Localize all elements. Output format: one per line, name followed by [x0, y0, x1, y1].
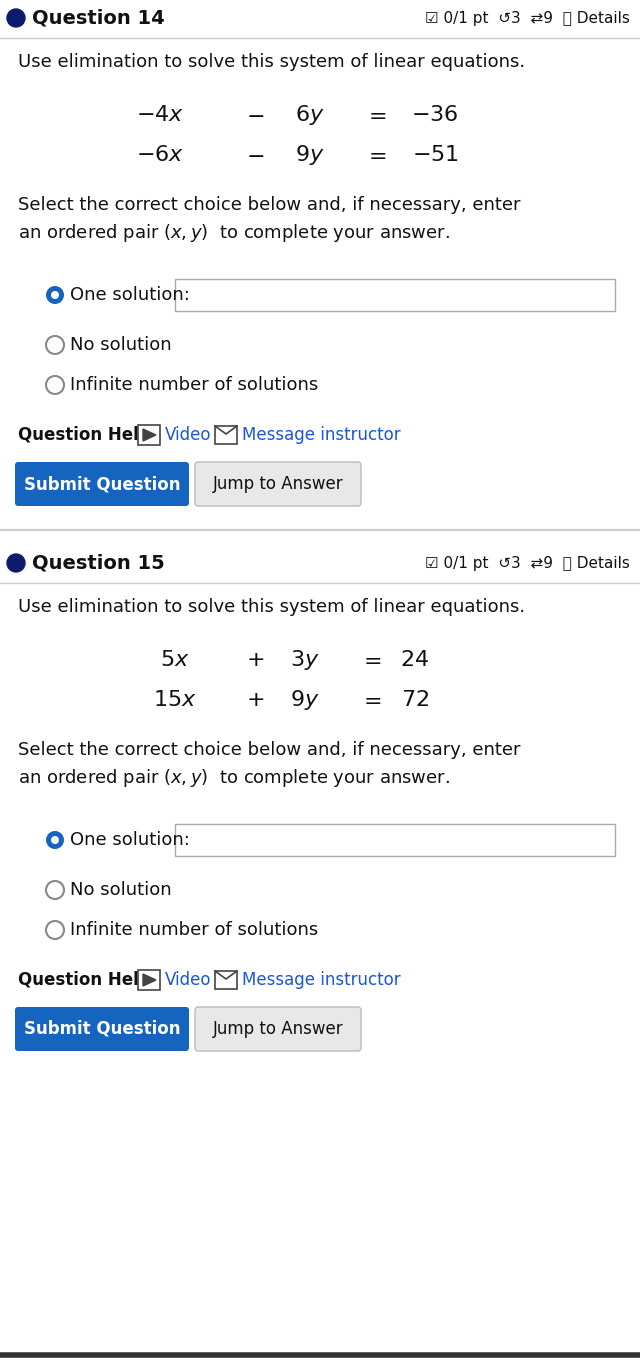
- Text: No solution: No solution: [70, 336, 172, 353]
- Text: $3y$: $3y$: [290, 648, 320, 673]
- Text: ☑ 0/1 pt  ↺3  ⇄9  ⓘ Details: ☑ 0/1 pt ↺3 ⇄9 ⓘ Details: [425, 555, 630, 570]
- Text: ☑ 0/1 pt  ↺3  ⇄9  ⓘ Details: ☑ 0/1 pt ↺3 ⇄9 ⓘ Details: [425, 11, 630, 26]
- FancyBboxPatch shape: [175, 823, 615, 856]
- Circle shape: [46, 881, 64, 899]
- Text: Message instructor: Message instructor: [242, 426, 401, 444]
- Text: $-36$: $-36$: [412, 105, 459, 125]
- Text: Jump to Answer: Jump to Answer: [212, 1021, 343, 1038]
- Polygon shape: [143, 974, 156, 986]
- Text: $=$: $=$: [358, 690, 381, 710]
- Text: $5x$: $5x$: [160, 649, 189, 670]
- Text: Question Help:: Question Help:: [18, 971, 157, 989]
- FancyBboxPatch shape: [15, 462, 189, 506]
- Text: $+$: $+$: [246, 690, 264, 710]
- Text: Use elimination to solve this system of linear equations.: Use elimination to solve this system of …: [18, 53, 525, 71]
- Text: Submit Question: Submit Question: [24, 1021, 180, 1038]
- FancyBboxPatch shape: [175, 279, 615, 311]
- Circle shape: [46, 375, 64, 395]
- Circle shape: [46, 921, 64, 938]
- Text: Infinite number of solutions: Infinite number of solutions: [70, 921, 318, 938]
- Text: Question 15: Question 15: [32, 553, 164, 573]
- Text: $-6x$: $-6x$: [136, 145, 184, 164]
- Text: Select the correct choice below and, if necessary, enter: Select the correct choice below and, if …: [18, 196, 520, 214]
- Circle shape: [46, 832, 64, 849]
- Text: $6y$: $6y$: [295, 103, 324, 127]
- Text: Submit Question: Submit Question: [24, 475, 180, 493]
- Text: Question Help:: Question Help:: [18, 426, 157, 444]
- Text: Video: Video: [165, 971, 211, 989]
- Text: $=$: $=$: [364, 105, 387, 125]
- Circle shape: [46, 336, 64, 353]
- Text: Select the correct choice below and, if necessary, enter: Select the correct choice below and, if …: [18, 741, 520, 759]
- Circle shape: [51, 836, 59, 844]
- FancyBboxPatch shape: [195, 462, 361, 506]
- Text: Use elimination to solve this system of linear equations.: Use elimination to solve this system of …: [18, 597, 525, 617]
- Text: $9y$: $9y$: [290, 688, 320, 712]
- Circle shape: [51, 290, 59, 299]
- FancyBboxPatch shape: [215, 426, 237, 444]
- Text: $-4x$: $-4x$: [136, 105, 184, 125]
- Text: $24$: $24$: [401, 649, 429, 670]
- Circle shape: [7, 553, 25, 573]
- Text: $+$: $+$: [246, 649, 264, 670]
- Text: Question 14: Question 14: [32, 8, 164, 27]
- FancyBboxPatch shape: [138, 425, 160, 445]
- FancyBboxPatch shape: [138, 970, 160, 991]
- Text: One solution:: One solution:: [70, 832, 190, 849]
- Text: $15x$: $15x$: [153, 690, 197, 710]
- Text: Jump to Answer: Jump to Answer: [212, 475, 343, 493]
- Text: an ordered pair $(x, y)$  to complete your answer.: an ordered pair $(x, y)$ to complete you…: [18, 222, 450, 244]
- Text: $-$: $-$: [246, 105, 264, 125]
- Text: $-$: $-$: [246, 145, 264, 164]
- Text: Infinite number of solutions: Infinite number of solutions: [70, 375, 318, 395]
- FancyBboxPatch shape: [215, 971, 237, 989]
- Text: $=$: $=$: [358, 649, 381, 670]
- Text: $9y$: $9y$: [295, 142, 324, 167]
- Text: One solution:: One solution:: [70, 286, 190, 304]
- Text: Video: Video: [165, 426, 211, 444]
- Text: an ordered pair $(x, y)$  to complete your answer.: an ordered pair $(x, y)$ to complete you…: [18, 767, 450, 789]
- Circle shape: [7, 10, 25, 27]
- Text: $=$: $=$: [364, 145, 387, 164]
- FancyBboxPatch shape: [15, 1007, 189, 1051]
- Circle shape: [46, 286, 64, 304]
- Text: $-51$: $-51$: [412, 145, 458, 164]
- Text: No solution: No solution: [70, 881, 172, 899]
- Text: Message instructor: Message instructor: [242, 971, 401, 989]
- Polygon shape: [143, 429, 156, 441]
- Text: $72$: $72$: [401, 690, 429, 710]
- FancyBboxPatch shape: [195, 1007, 361, 1051]
